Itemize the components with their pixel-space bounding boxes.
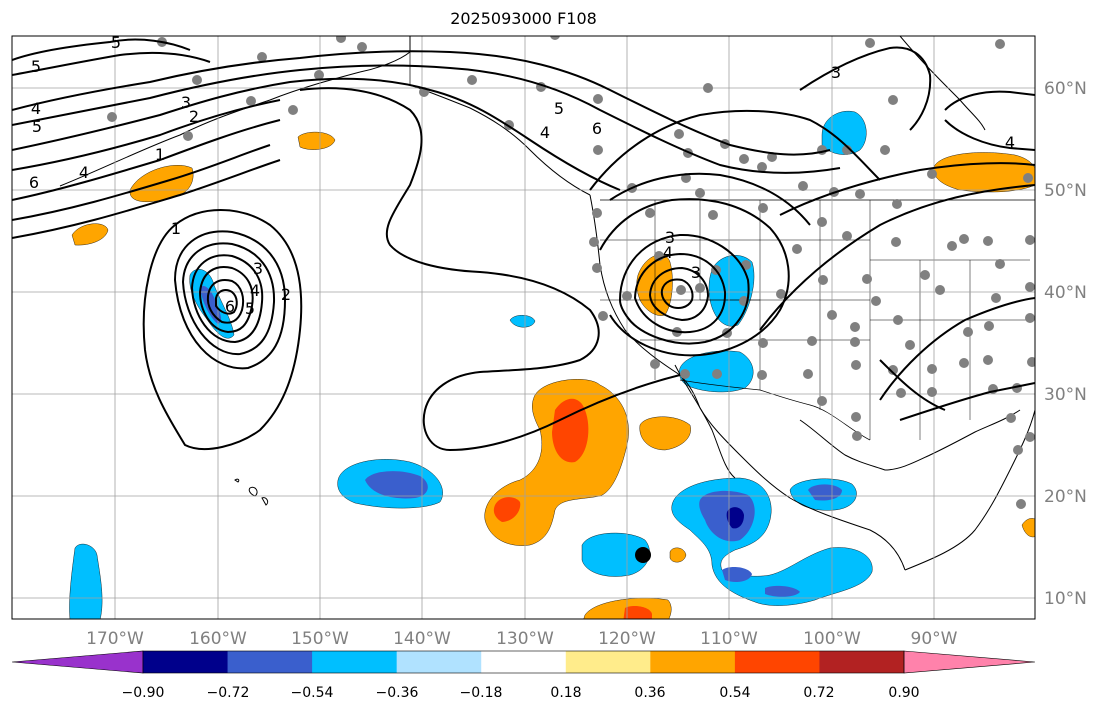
contour-label: 4: [79, 163, 89, 182]
colorbar-tick-label: 0.54: [719, 685, 750, 701]
colorbar-segment: [650, 651, 736, 673]
positive-anomaly-region: [552, 398, 589, 463]
contour-label: 3: [253, 259, 263, 278]
colorbar-extend-max: [903, 650, 1036, 674]
contour-label: 2: [189, 107, 199, 126]
positive-anomaly-region: [669, 547, 687, 563]
colorbar-segment: [227, 651, 313, 673]
negative-anomaly-region: [200, 285, 222, 324]
lon-label: 100°W: [803, 629, 861, 649]
contour-label: 4: [1005, 133, 1015, 152]
contour-label: 4: [250, 281, 260, 300]
lat-label: 50°N: [1044, 181, 1087, 201]
longitude-labels: 170°W 160°W 150°W 140°W 130°W 120°W 110°…: [86, 629, 958, 649]
colorbar: [11, 650, 1036, 674]
lon-label: 90°W: [911, 629, 958, 649]
colorbar-segment: [734, 651, 820, 673]
contour-label: 3: [831, 63, 841, 82]
lon-label: 110°W: [700, 629, 758, 649]
positive-anomaly-region: [484, 379, 629, 546]
contour-label: 4: [31, 99, 41, 118]
lon-label: 140°W: [393, 629, 451, 649]
colorbar-tick-label: −0.90: [122, 685, 165, 701]
gridlines: [12, 36, 1035, 619]
contour-label: 5: [245, 299, 255, 318]
contour-label: 6: [29, 173, 39, 192]
contour-label: 4: [540, 123, 550, 142]
lat-label: 30°N: [1044, 385, 1087, 405]
contour-label: 3: [691, 263, 701, 282]
storm-center-marker: [635, 547, 651, 563]
negative-anomaly-region: [808, 484, 842, 501]
positive-anomaly-region: [297, 131, 336, 150]
map-border: [11, 35, 1036, 620]
colorbar-segment: [143, 651, 229, 673]
contour-label: 5: [111, 33, 121, 52]
contour-label: 5: [31, 57, 41, 76]
lat-label: 60°N: [1044, 79, 1087, 99]
lon-label: 160°W: [189, 629, 247, 649]
colorbar-outline: [142, 650, 905, 674]
colorbar-segment: [565, 651, 651, 673]
colorbar-tick-label: −0.54: [291, 685, 334, 701]
contour-label: 4: [663, 243, 673, 262]
colorbar-tick-label: 0.90: [888, 685, 919, 701]
lon-label: 130°W: [496, 629, 554, 649]
colorbar-tick-labels: −0.90 −0.72 −0.54 −0.36 −0.18 0.18 0.36 …: [122, 685, 920, 701]
contour-label: 3: [181, 93, 191, 112]
colorbar-extend-min: [11, 650, 144, 674]
colorbar-tick-label: 0.18: [550, 685, 581, 701]
contour-label: 1: [171, 219, 181, 238]
colorbar-tick-label: −0.18: [460, 685, 503, 701]
contour-label: 1: [155, 145, 165, 164]
negative-anomaly-region: [365, 471, 428, 499]
positive-anomaly-region: [623, 606, 652, 619]
shaded-anomaly-regions: [69, 110, 1035, 619]
colorbar-tick-label: −0.36: [376, 685, 419, 701]
lat-label: 10°N: [1044, 589, 1087, 609]
colorbar-tick-label: −0.72: [207, 685, 250, 701]
state-borders: [600, 200, 1030, 440]
contour-label: 2: [281, 285, 291, 304]
latitude-labels: 60°N 50°N 40°N 30°N 20°N 10°N: [1044, 79, 1087, 609]
lon-label: 170°W: [86, 629, 144, 649]
contour-label: 6: [592, 119, 602, 138]
negative-anomaly-region: [69, 543, 103, 619]
colorbar-segment: [312, 651, 398, 673]
map-title: 2025093000 F108: [450, 9, 597, 28]
negative-anomaly-region: [726, 507, 744, 529]
lat-label: 40°N: [1044, 283, 1087, 303]
negative-anomaly-region: [509, 315, 536, 328]
colorbar-segment: [396, 651, 482, 673]
negative-anomaly-region: [708, 255, 755, 327]
contour-label: 6: [225, 297, 235, 316]
contour-label-group: 5 5 4 5 6 4 3 2 1 1 2 3 4 5 6 5 4 6 3 3 …: [29, 33, 1015, 318]
negative-anomaly-region: [765, 585, 800, 597]
lat-label: 20°N: [1044, 487, 1087, 507]
colorbar-segment: [481, 651, 567, 673]
colorbar-tick-label: 0.36: [634, 685, 665, 701]
colorbar-tick-label: 0.72: [803, 685, 834, 701]
positive-anomaly-region: [639, 416, 691, 451]
colorbar-segment: [819, 651, 905, 673]
contour-label: 5: [32, 117, 42, 136]
positive-anomaly-region: [71, 223, 109, 246]
lon-label: 120°W: [598, 629, 656, 649]
negative-anomaly-region: [722, 566, 752, 582]
contour-lines: [12, 38, 1035, 452]
contour-label: 5: [554, 99, 564, 118]
negative-anomaly-region: [821, 110, 867, 155]
contour-label: 3: [665, 228, 675, 247]
positive-anomaly-region: [1021, 518, 1035, 538]
lon-label: 150°W: [291, 629, 349, 649]
positive-anomaly-region: [493, 497, 521, 522]
